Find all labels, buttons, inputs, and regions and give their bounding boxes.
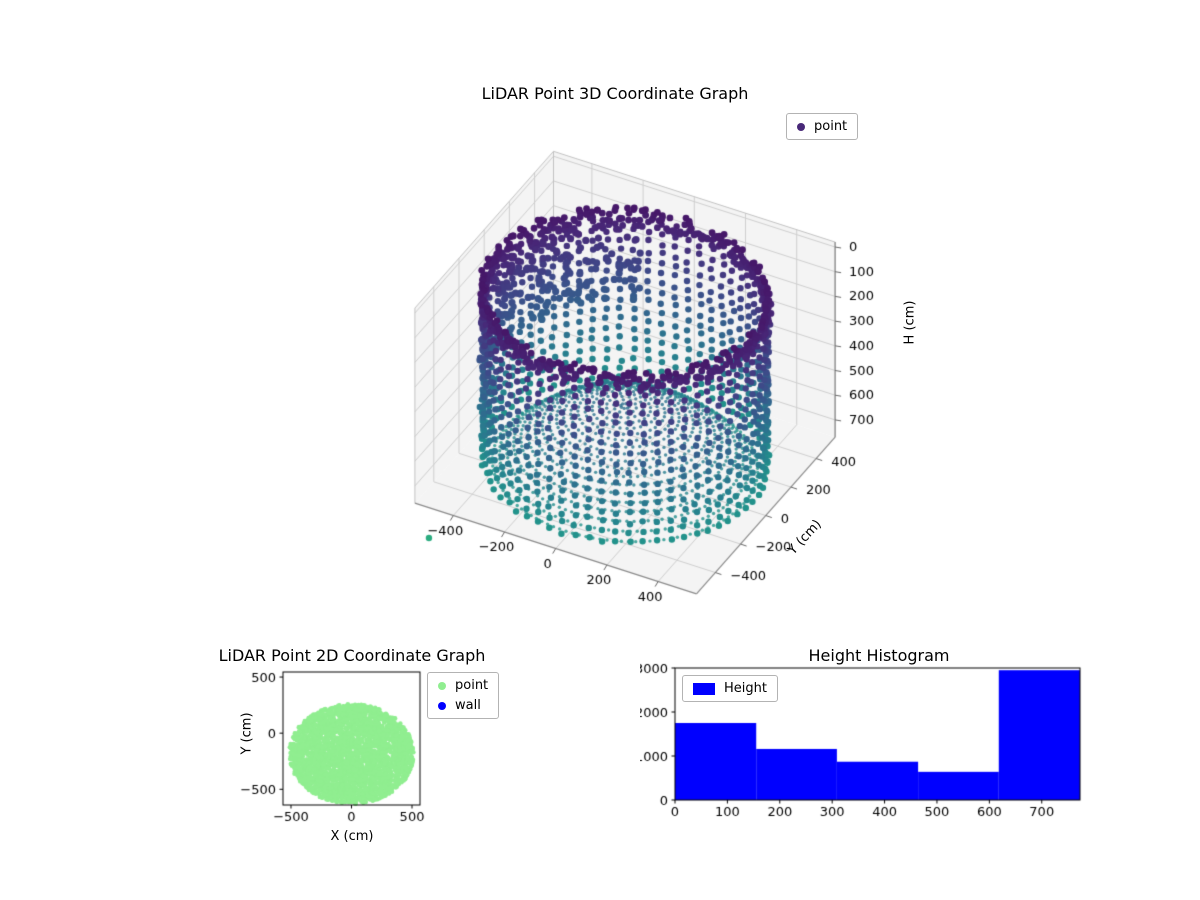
legend-item-height: Height <box>693 681 767 696</box>
point-marker-icon <box>438 681 446 690</box>
point-marker-icon <box>797 122 805 131</box>
plot2d-xlabel: X (cm) <box>330 829 374 844</box>
legend-label: point <box>455 678 489 693</box>
legend-item-point: point <box>438 678 488 693</box>
plot3d-canvas <box>330 130 910 650</box>
plot3d-title: LiDAR Point 3D Coordinate Graph <box>481 84 749 103</box>
legend-item-wall: wall <box>438 698 488 713</box>
plot2d-ylabel: Y (cm) <box>239 712 255 755</box>
hist-legend: Height <box>682 675 778 702</box>
height-swatch-icon <box>693 682 715 695</box>
plot3d-legend: point <box>786 113 859 140</box>
legend-label: Height <box>724 681 767 696</box>
wall-marker-icon <box>438 701 446 710</box>
plot2d-legend: point wall <box>427 672 500 719</box>
legend-label: wall <box>455 698 481 713</box>
plot3d-zlabel: H (cm) <box>902 300 918 345</box>
plot2d-canvas <box>230 660 430 825</box>
legend-item-point: point <box>797 119 847 134</box>
legend-label: point <box>814 119 848 134</box>
